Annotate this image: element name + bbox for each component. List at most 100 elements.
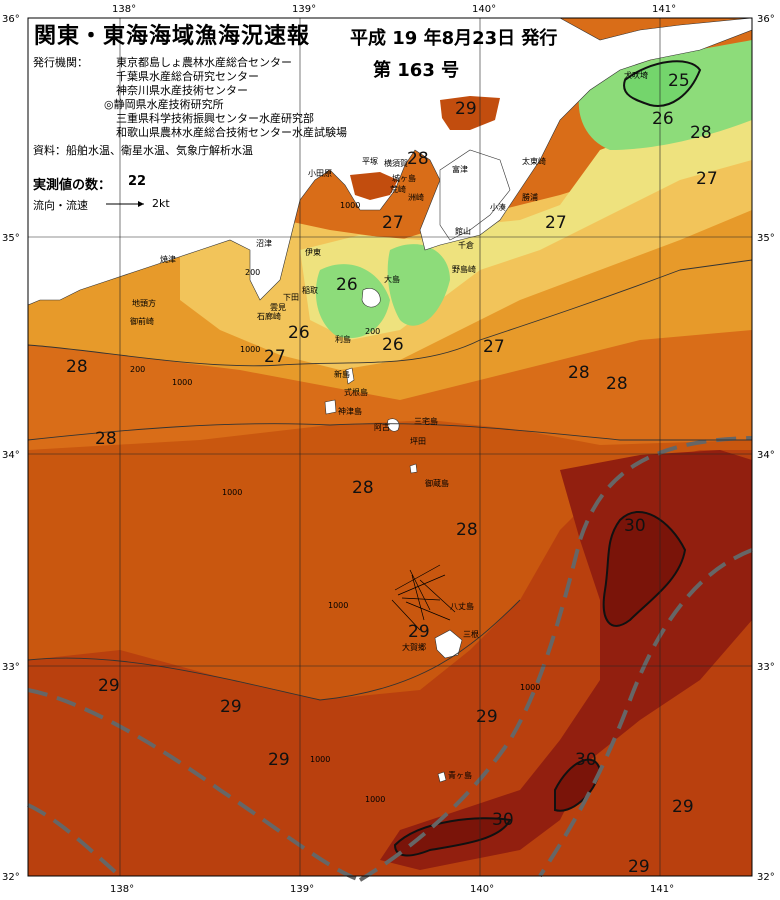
- land-honshu: [27, 17, 753, 306]
- temp-label: 28: [690, 123, 712, 143]
- lon-bottom-141: 141°: [650, 884, 674, 895]
- temp-label: 29: [628, 857, 650, 877]
- place-name: 御蔵島: [425, 478, 449, 488]
- place-name: 勝浦: [522, 192, 538, 202]
- island-kozushima: [324, 399, 337, 415]
- place-name: 坪田: [410, 437, 426, 446]
- current-vectors: [391, 564, 456, 631]
- place-name: 新島: [334, 369, 350, 379]
- warm-bay-sagami: [350, 172, 398, 200]
- temp-label: 29: [672, 797, 694, 817]
- kuroshio-axis-west: [27, 688, 361, 882]
- temp-label: 28: [407, 149, 429, 169]
- temp-label: 28: [568, 363, 590, 383]
- temp-label: 30: [624, 516, 646, 536]
- issue-number: 第 163 号: [373, 60, 460, 81]
- lon-top-140: 140°: [472, 4, 496, 15]
- temp-label: 28: [606, 374, 628, 394]
- place-name: 三根: [463, 629, 479, 639]
- place-name: 洲崎: [408, 192, 424, 202]
- place-name: 稲取: [302, 285, 318, 295]
- measured-count-value: 22: [128, 174, 147, 189]
- temp-label: 25: [668, 71, 690, 91]
- issuing-label: 発行機関：: [33, 56, 88, 69]
- isobath-label: 1000: [520, 683, 540, 692]
- lat-left-36: 36°: [2, 14, 20, 25]
- island-aogashima: [437, 771, 447, 783]
- place-name: 富津: [452, 164, 468, 174]
- map-title: 関東・東海海域漁海況速報: [34, 24, 311, 49]
- lat-right-32: 32°: [757, 872, 775, 883]
- lon-bottom-138: 138°: [110, 884, 134, 895]
- place-name: 御前崎: [130, 316, 154, 326]
- warm-bay-tokyo: [440, 96, 500, 130]
- island-miyake: [387, 418, 400, 432]
- temp-label: 28: [456, 520, 478, 540]
- isobath-label: 200: [245, 268, 260, 277]
- kuroshio-branch-southeast: [538, 548, 753, 878]
- publication-date: 平成 19 年8月23日 発行: [350, 28, 558, 49]
- temp-label: 27: [696, 169, 718, 189]
- place-name: 大賀郷: [402, 642, 426, 652]
- place-name: 横須賀: [384, 158, 408, 168]
- temp-label: 27: [264, 347, 286, 367]
- map-frame: [27, 17, 753, 877]
- isobath-label: 1000: [340, 201, 360, 210]
- temp-label: 26: [382, 335, 404, 355]
- isobath-label: 200: [365, 327, 380, 336]
- isobath-label: 1000: [172, 378, 192, 387]
- place-name: 太東崎: [522, 156, 546, 166]
- island-hachijo: [434, 629, 463, 659]
- measured-count-label: 実測値の数：: [33, 178, 112, 193]
- place-name: 阿古: [374, 422, 390, 432]
- isotherm-27-line: [27, 259, 753, 367]
- temp-label: 27: [483, 337, 505, 357]
- issuer: 神奈川県水産技術センター: [116, 84, 248, 97]
- isotherm-30-core: [602, 510, 687, 627]
- place-name: 野島崎: [452, 264, 476, 274]
- place-name: 青ヶ島: [448, 770, 472, 780]
- place-name: 地頭方: [132, 298, 156, 308]
- place-name: 下田: [283, 293, 299, 302]
- place-name: 式根島: [344, 387, 368, 397]
- isobath-label: 1000: [365, 795, 385, 804]
- temp-label: 29: [408, 622, 430, 642]
- isotherm-30-southwest: [393, 817, 512, 857]
- temp-label: 29: [476, 707, 498, 727]
- current-legend-scale: 2kt: [152, 197, 170, 210]
- place-name: 小湊: [490, 202, 506, 212]
- temp-label: 28: [352, 478, 374, 498]
- temp-label: 28: [95, 429, 117, 449]
- isobath-label: 1000: [310, 755, 330, 764]
- isobath-label: 200: [130, 365, 145, 374]
- place-name: 雲見: [270, 303, 286, 312]
- lat-left-32: 32°: [2, 872, 20, 883]
- island-oshima: [361, 288, 381, 308]
- issuer: 三重県科学技術振興センター水産研究部: [116, 112, 314, 125]
- data-sources: 資料：船舶水温、衛星水温、気象庁解析水温: [33, 144, 253, 157]
- issuer: 千葉県水産総合研究センター: [116, 70, 259, 83]
- island-niijima: [345, 367, 355, 385]
- place-name: 千倉: [458, 240, 474, 250]
- isotherm-25: [623, 60, 702, 107]
- place-name: 荒崎: [390, 184, 406, 194]
- island-mikura: [409, 463, 418, 474]
- temp-label: 26: [336, 275, 358, 295]
- temp-label: 29: [98, 676, 120, 696]
- place-name: 犬吠埼: [624, 70, 648, 80]
- lat-left-35: 35°: [2, 233, 20, 244]
- temp-label: 29: [455, 99, 477, 119]
- place-name: 三宅島: [414, 416, 438, 426]
- lon-top-138: 138°: [112, 4, 136, 15]
- isotherm-28-line: [27, 423, 752, 441]
- cold-water-area-26: [315, 264, 390, 339]
- temp-label: 28: [66, 357, 88, 377]
- isobath-label: 1000: [222, 488, 242, 497]
- lon-bottom-140: 140°: [470, 884, 494, 895]
- temp-label: 27: [382, 213, 404, 233]
- place-name: 館山: [455, 226, 471, 236]
- lat-right-35: 35°: [757, 233, 775, 244]
- place-name: 城ヶ島: [392, 173, 416, 183]
- lat-right-36: 36°: [757, 14, 775, 25]
